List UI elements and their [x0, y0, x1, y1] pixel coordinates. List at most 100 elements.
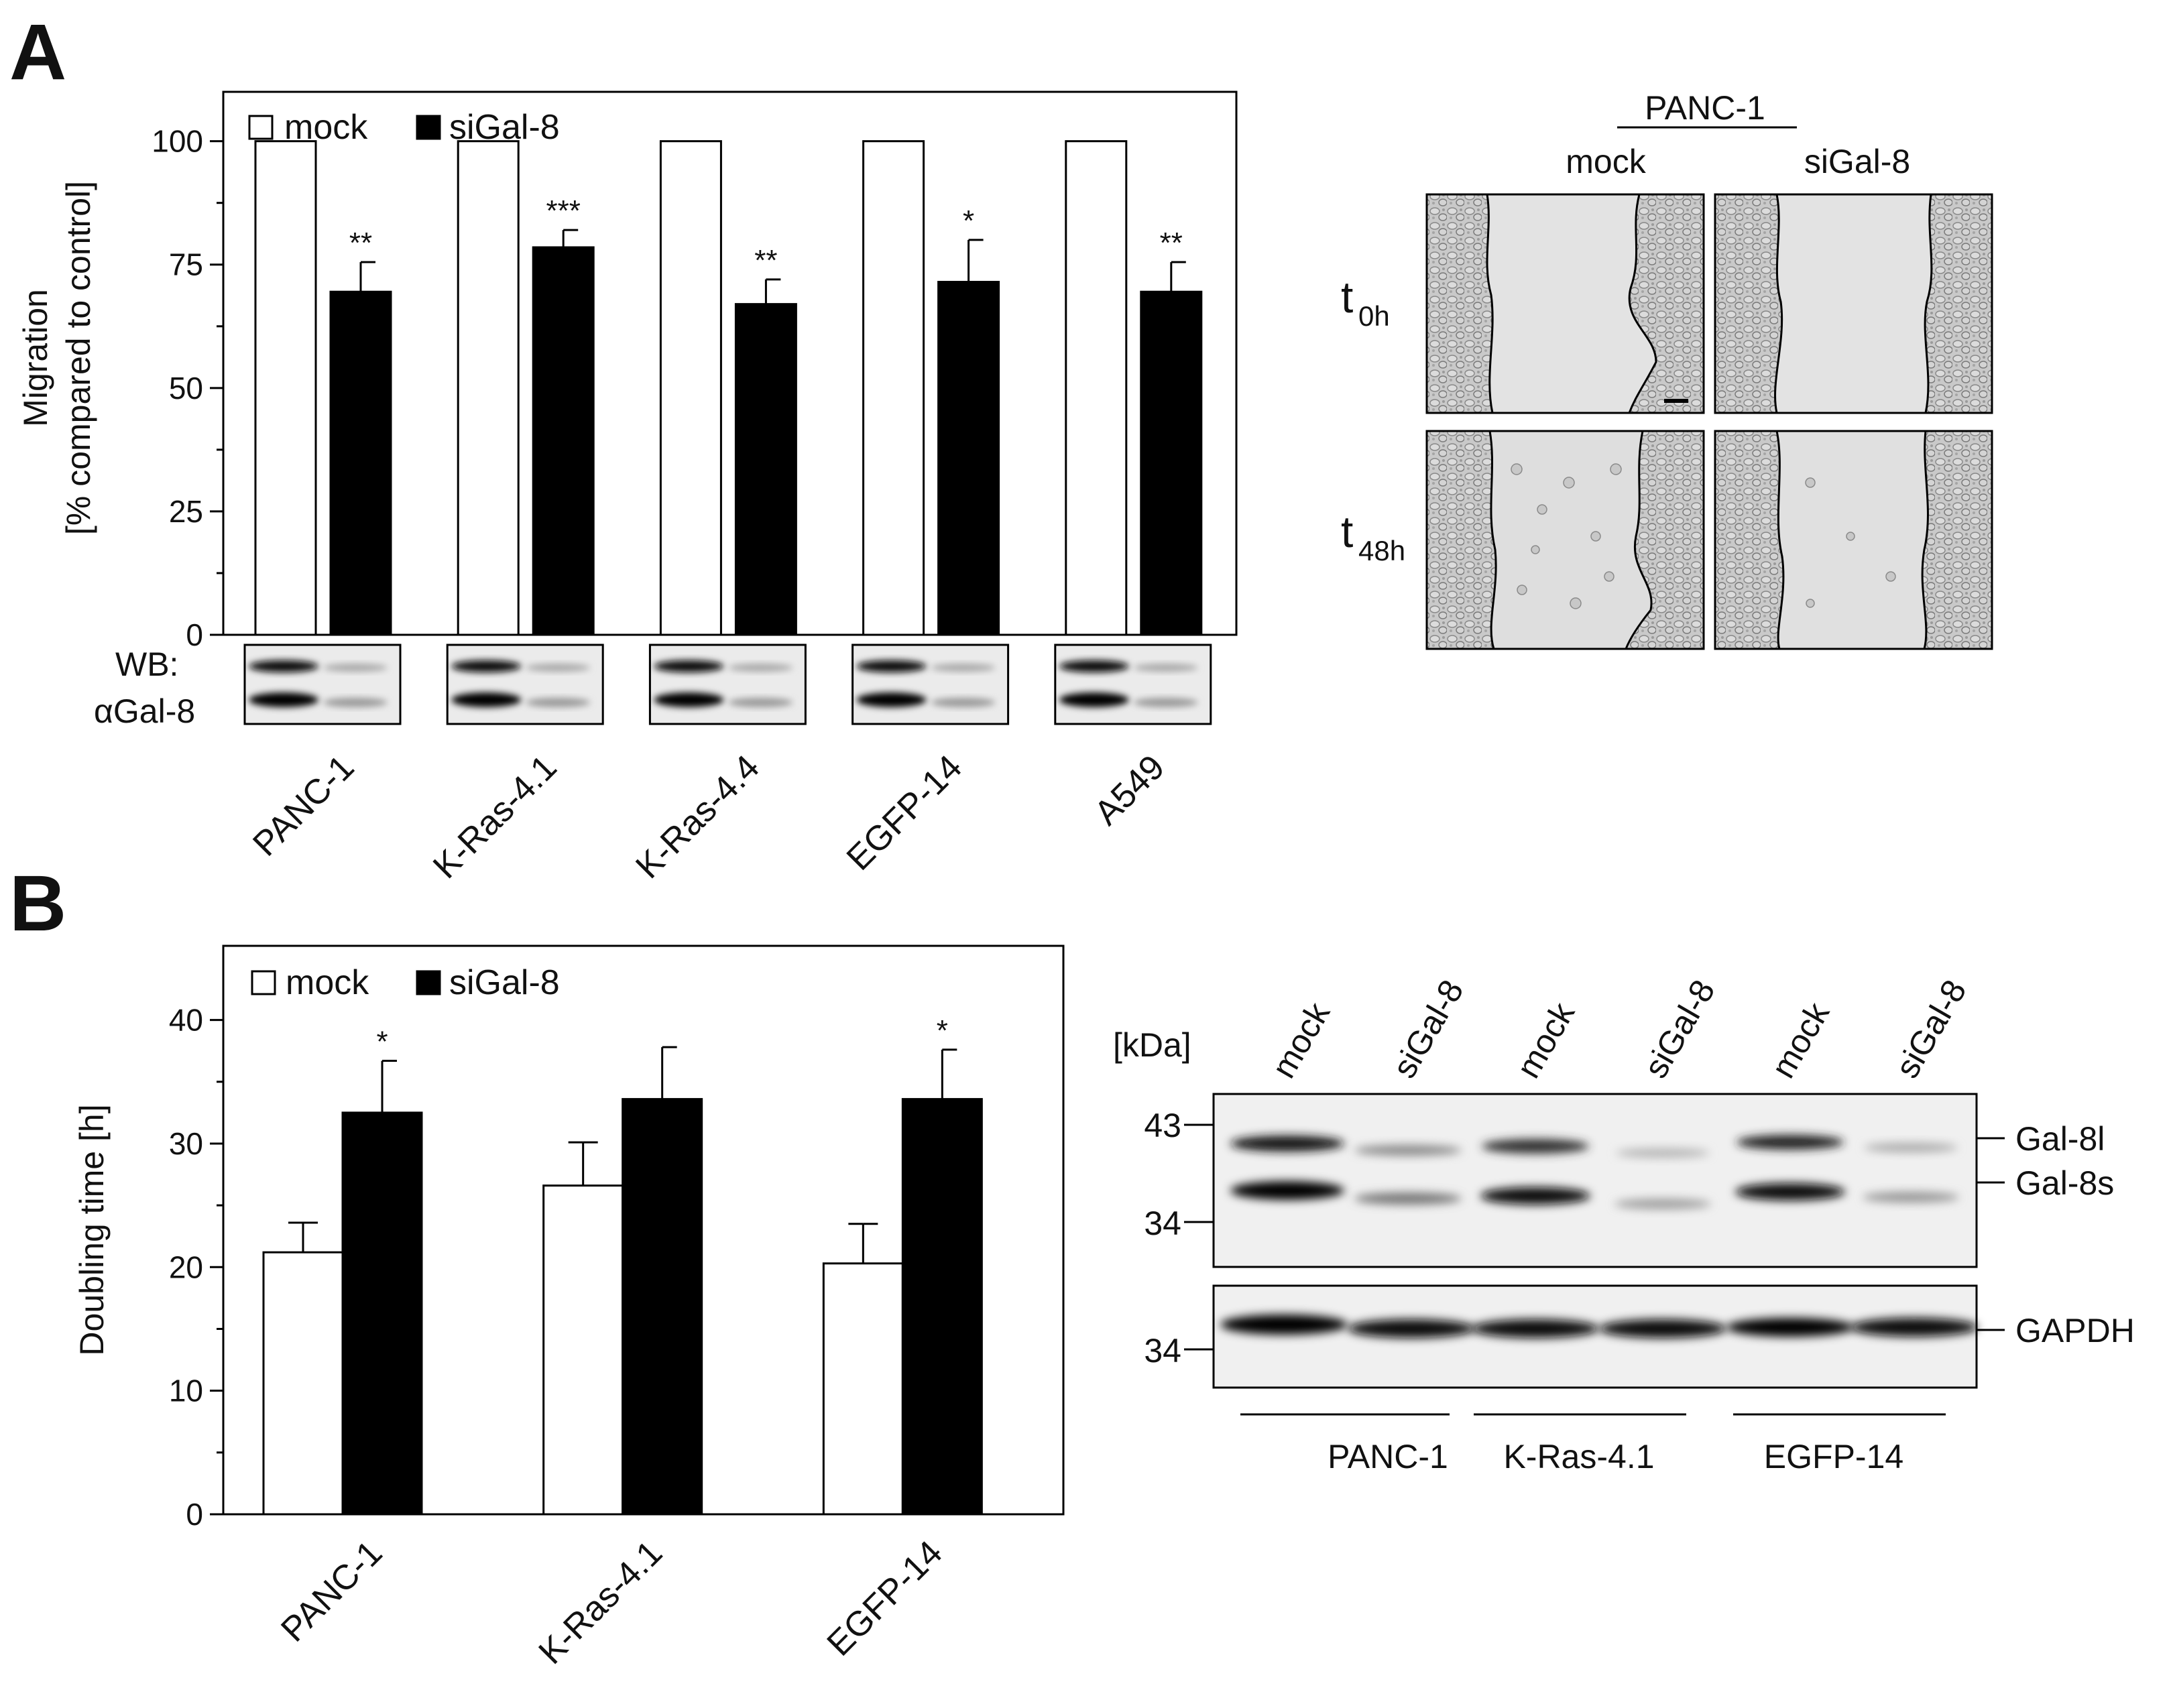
doubling-significance-marks: * * [376, 1014, 947, 1058]
blot-group-egfp14: EGFP-14 [1764, 1438, 1903, 1475]
wb-band [654, 660, 724, 672]
row-label-t48h-main: t [1341, 507, 1353, 556]
row-label-t48h: t 48h [1341, 507, 1405, 566]
y-tick-label: 30 [169, 1126, 203, 1161]
row-label-t0h-sub: 0h [1358, 300, 1390, 332]
scratch-image-sigal8-t0h [1714, 193, 1993, 414]
y-tick-label: 25 [169, 494, 203, 529]
bar-mock [262, 1251, 344, 1516]
wb-band [526, 664, 591, 672]
blot-bottom-frame [1212, 1284, 1978, 1389]
migration-significance-marks: ********** [349, 194, 1183, 277]
blot-lane-label: siGal-8 [1637, 973, 1722, 1084]
band-label-gal8l: Gal-8l [2015, 1120, 2105, 1158]
wb-band [654, 692, 724, 707]
y-tick-label: 10 [169, 1374, 203, 1408]
panel-letter-a: A [9, 8, 66, 97]
row-label-t0h: t 0h [1341, 272, 1390, 332]
significance-mark: *** [546, 194, 581, 227]
blot-lane-label: mock [1764, 995, 1837, 1084]
legend-swatch-mock-b [251, 970, 276, 995]
scratch-col-mock: mock [1566, 143, 1646, 180]
significance-mark: ** [1160, 227, 1183, 259]
wb-band [856, 660, 927, 672]
scratch-assay: PANC-1 mock siGal-8 t 0h t 48h [1341, 89, 1993, 650]
wb-band [451, 692, 522, 707]
y-tick-label: 50 [169, 371, 203, 406]
migration-bars [254, 140, 1203, 636]
wb-strip [446, 644, 604, 725]
bar-mock [254, 140, 317, 636]
row-label-t48h-sub: 48h [1358, 535, 1405, 566]
migration-y-label-line2: [% compared to control] [60, 181, 97, 535]
legend-swatch-mock [248, 115, 274, 140]
doubling-bars [262, 1098, 983, 1516]
scratch-group-label: PANC-1 [1645, 89, 1765, 127]
category-label: K-Ras-4.1 [532, 1533, 670, 1672]
significance-mark: * [937, 1014, 948, 1047]
western-blot-b: [kDa] mock siGal-8 mock siGal-8 mock siGal-8 … [1113, 973, 2135, 1475]
bar-siGal-8 [341, 1111, 423, 1516]
blot-group-panc1: PANC-1 [1328, 1438, 1448, 1475]
y-tick-label: 0 [186, 617, 203, 652]
doubling-category-labels: PANC-1 K-Ras-4.1 EGFP-14 [274, 1533, 949, 1672]
blot-marker-34-bottom: 34 [1144, 1332, 1181, 1369]
doubling-error-bars [288, 1046, 957, 1264]
blot-marker-34-top: 34 [1144, 1205, 1181, 1242]
legend-label-mock: mock [284, 108, 368, 147]
legend-label-sigal8-b: siGal-8 [449, 963, 560, 1002]
wb-label-line1: WB: [115, 646, 178, 683]
band-label-gal8s: Gal-8s [2015, 1164, 2114, 1202]
wb-band [323, 664, 388, 672]
blot-bottom-bands [1220, 1315, 1978, 1338]
significance-mark: ** [754, 244, 777, 277]
wb-band [526, 698, 591, 707]
bar-siGal-8 [622, 1098, 703, 1516]
significance-mark: * [963, 204, 974, 237]
blot-marker-43: 43 [1144, 1107, 1181, 1144]
significance-mark: ** [349, 227, 372, 259]
panel-letter-b: B [9, 859, 66, 948]
category-label: PANC-1 [245, 747, 361, 863]
migration-y-ticks: 0 25 50 75 100 [152, 124, 223, 652]
y-tick-label: 20 [169, 1249, 203, 1284]
blot-unit-label: [kDa] [1113, 1026, 1191, 1064]
migration-error-bars [359, 229, 1186, 304]
migration-chart: Migration [% compared to control] 0 25 50 7… [17, 90, 1238, 886]
bar-siGal-8 [532, 246, 595, 636]
bar-siGal-8 [937, 281, 1000, 636]
wb-band [1059, 660, 1129, 672]
migration-plot-frame [222, 90, 1238, 636]
bar-siGal-8 [329, 290, 392, 636]
significance-mark: * [376, 1025, 388, 1058]
wb-band [856, 692, 927, 707]
y-tick-label: 40 [169, 1003, 203, 1038]
blot-lane-label: mock [1509, 995, 1582, 1084]
wb-strip [243, 644, 402, 725]
y-tick-label: 0 [186, 1497, 203, 1532]
wb-band [1059, 692, 1129, 707]
wb-band [931, 664, 996, 672]
scratch-image-mock-t0h [1425, 193, 1705, 414]
blot-top-bands [1230, 1135, 1959, 1209]
bar-mock [862, 140, 925, 636]
migration-y-label-line1: Migration [17, 289, 54, 427]
wb-band [249, 660, 318, 672]
wb-label-line2: αGal-8 [94, 692, 195, 730]
wb-strip [648, 644, 807, 725]
wb-band [249, 692, 318, 707]
wb-strip [851, 644, 1010, 725]
bar-mock [822, 1262, 904, 1516]
migration-western-blots [243, 644, 1212, 725]
doubling-legend: mock siGal-8 [251, 963, 560, 1002]
blot-top-frame [1212, 1093, 1978, 1268]
wb-band [323, 698, 388, 707]
legend-swatch-sigal8-b [416, 970, 441, 995]
wb-band [931, 698, 996, 707]
wb-band [451, 660, 522, 672]
category-label: PANC-1 [274, 1533, 390, 1649]
y-tick-label: 75 [169, 247, 203, 282]
bar-mock [457, 140, 520, 636]
